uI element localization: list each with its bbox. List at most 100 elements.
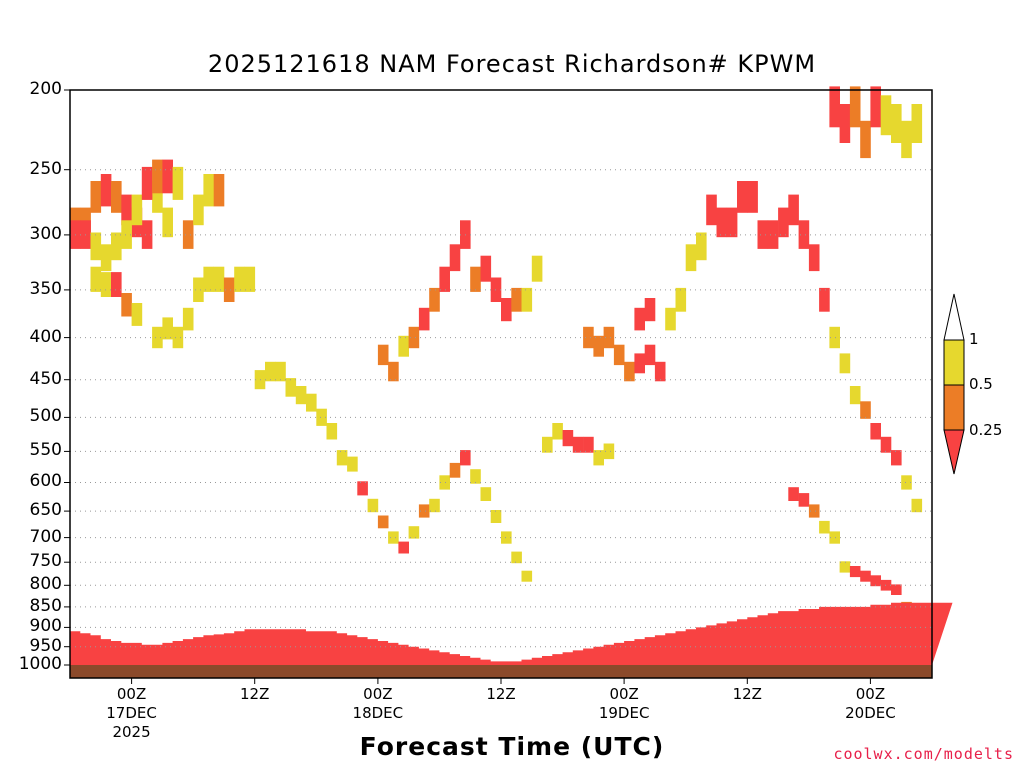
heatmap-cell bbox=[624, 361, 635, 382]
heatmap-cell bbox=[439, 266, 450, 292]
heatmap-cell bbox=[213, 174, 225, 207]
heatmap-cell bbox=[593, 450, 604, 466]
x-tick-label: 17DEC bbox=[106, 704, 157, 722]
heatmap-cell bbox=[726, 207, 738, 238]
x-tick-label: 00Z bbox=[609, 685, 639, 703]
heatmap-cell bbox=[891, 104, 902, 143]
heatmap-cell bbox=[460, 450, 471, 466]
heatmap-cell bbox=[829, 86, 840, 128]
heatmap-cell bbox=[839, 104, 851, 143]
heatmap-cell bbox=[162, 159, 173, 194]
x-tick-label: 20DEC bbox=[845, 704, 896, 722]
y-tick-label: 650 bbox=[29, 500, 62, 521]
heatmap-cell bbox=[891, 584, 902, 595]
heatmap-cell bbox=[418, 307, 430, 331]
colorbar-label: 1 bbox=[969, 330, 979, 348]
heatmap-cell bbox=[911, 104, 923, 143]
heatmap-cell bbox=[654, 361, 666, 382]
y-tick-label: 250 bbox=[29, 158, 62, 179]
x-tick-label: 2025 bbox=[112, 723, 151, 741]
colorbar-label: 0.25 bbox=[969, 421, 1003, 439]
heatmap-cell bbox=[367, 498, 379, 513]
heatmap-cell bbox=[131, 194, 143, 226]
heatmap-cell bbox=[152, 326, 163, 349]
heatmap-cell bbox=[141, 166, 153, 200]
heatmap-cell bbox=[182, 220, 194, 249]
colorbar-segment bbox=[943, 384, 965, 431]
heatmap-cell bbox=[798, 493, 810, 507]
heatmap-cell bbox=[880, 579, 892, 591]
heatmap-cell bbox=[778, 207, 789, 238]
heatmap-cell bbox=[141, 220, 153, 249]
credit-link[interactable]: coolwx.com/modelts bbox=[833, 745, 1014, 763]
heatmap-cell bbox=[757, 220, 769, 249]
heatmap-cell bbox=[244, 266, 256, 292]
y-tick-label: 550 bbox=[29, 440, 62, 461]
heatmap-cell bbox=[839, 561, 851, 573]
heatmap-cell bbox=[100, 174, 112, 207]
colorbar-bottom-triangle bbox=[943, 429, 965, 475]
x-tick-label: 12Z bbox=[240, 685, 270, 703]
heatmap-cell bbox=[90, 181, 102, 213]
heatmap-cell bbox=[901, 120, 912, 159]
heatmap-cell bbox=[316, 408, 327, 426]
heatmap-cell bbox=[511, 551, 522, 564]
heatmap-cell bbox=[285, 378, 297, 397]
heatmap-cell bbox=[388, 361, 399, 382]
y-tick-label: 300 bbox=[29, 223, 62, 244]
y-tick-label: 750 bbox=[29, 551, 62, 572]
heatmap-cell bbox=[121, 220, 132, 249]
heatmap-cell bbox=[501, 298, 512, 322]
x-axis-title: Forecast Time (UTC) bbox=[359, 732, 665, 761]
heatmap-cell bbox=[111, 232, 122, 261]
heatmap-cell bbox=[839, 353, 851, 374]
heatmap-cell bbox=[849, 86, 861, 128]
heatmap-cell bbox=[172, 326, 184, 349]
heatmap-cell bbox=[234, 266, 245, 292]
heatmap-cell bbox=[326, 423, 338, 440]
heatmap-cell bbox=[295, 386, 307, 405]
heatmap-cell bbox=[511, 287, 522, 312]
y-tick-label: 400 bbox=[29, 326, 62, 347]
heatmap-cell bbox=[747, 181, 758, 213]
heatmap-cell bbox=[100, 272, 112, 297]
x-tick-label: 12Z bbox=[732, 685, 762, 703]
heatmap-cell bbox=[501, 531, 512, 544]
heatmap-cell bbox=[203, 174, 214, 207]
heatmap-cell bbox=[593, 335, 604, 357]
heatmap-cell bbox=[696, 232, 707, 261]
heatmap-cell bbox=[398, 335, 409, 357]
x-tick-label: 19DEC bbox=[598, 704, 650, 722]
heatmap-cell bbox=[111, 181, 122, 213]
heatmap-cell bbox=[808, 504, 820, 518]
heatmap-cell bbox=[172, 166, 184, 200]
heatmap-cell bbox=[521, 570, 533, 582]
heatmap-cell bbox=[603, 443, 615, 460]
heatmap-cell bbox=[377, 515, 389, 529]
y-tick-label: 200 bbox=[29, 79, 62, 99]
heatmap-cell bbox=[193, 277, 204, 302]
boundary-layer-band bbox=[70, 602, 953, 665]
heatmap-cell bbox=[347, 456, 358, 472]
heatmap-cell bbox=[336, 450, 348, 466]
heatmap-cell bbox=[644, 344, 656, 366]
heatmap-cell bbox=[306, 393, 317, 412]
heatmap-cell bbox=[193, 194, 204, 226]
heatmap-cell bbox=[377, 344, 389, 366]
y-tick-label: 900 bbox=[29, 616, 62, 637]
heatmap-cell bbox=[398, 541, 409, 554]
heatmap-cell bbox=[829, 531, 840, 544]
heatmap-cell bbox=[737, 181, 748, 213]
heatmap-cell bbox=[870, 423, 881, 440]
heatmap-cell bbox=[182, 307, 194, 331]
heatmap-cell bbox=[706, 194, 717, 226]
heatmap-cell bbox=[767, 220, 779, 249]
x-tick-label: 18DEC bbox=[352, 704, 404, 722]
y-tick-label: 600 bbox=[29, 471, 62, 492]
heatmap-cell bbox=[860, 570, 871, 582]
heatmap-cell bbox=[870, 575, 881, 587]
heatmap-cell bbox=[788, 487, 799, 501]
heatmap-cell bbox=[880, 436, 892, 453]
heatmap-cell bbox=[819, 520, 830, 534]
heatmap-cell bbox=[408, 526, 420, 539]
